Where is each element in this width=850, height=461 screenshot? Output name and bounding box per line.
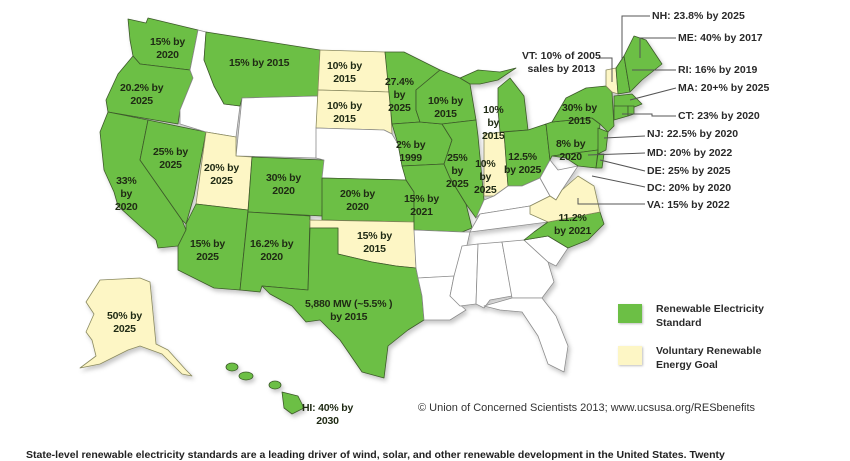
state-hi-kauai	[225, 362, 239, 372]
state-ct	[613, 105, 629, 121]
label-az: 15% by 2025	[190, 238, 225, 263]
callout-vt: VT: 10% of 2005 sales by 2013	[522, 50, 601, 75]
callout-me: ME: 40% by 2017	[678, 32, 763, 44]
label-ny: 30% by 2015	[562, 102, 597, 127]
callout-va: VA: 15% by 2022	[647, 199, 730, 211]
legend: Renewable Electricity Standard Voluntary…	[618, 302, 818, 386]
callout-nj: NJ: 22.5% by 2020	[647, 128, 739, 140]
state-ne	[315, 127, 407, 181]
callout-de: DE: 25% by 2025	[647, 165, 731, 177]
state-ma	[613, 93, 643, 109]
callout-ma: MA: 20+% by 2025	[678, 82, 770, 94]
legend-item-voluntary: Voluntary Renewable Energy Goal	[618, 344, 818, 372]
state-ny	[551, 85, 615, 133]
label-wi: 10% by 2015	[428, 95, 463, 120]
callout-nh: NH: 23.8% by 2025	[652, 10, 745, 22]
label-mn: 27.4% by 2025	[385, 76, 414, 114]
state-de	[595, 153, 605, 169]
yellow-swatch-icon	[618, 346, 642, 365]
label-sd: 10% by 2015	[327, 100, 362, 125]
state-mi-up	[459, 67, 517, 85]
caption-text: State-level renewable electricity standa…	[26, 449, 725, 461]
label-ks: 20% by 2020	[340, 188, 375, 213]
callout-md: MD: 20% by 2022	[647, 147, 733, 159]
state-me	[623, 35, 663, 93]
label-il: 25% by 2025	[446, 152, 469, 190]
legend-label: Voluntary Renewable Energy Goal	[656, 345, 762, 371]
label-nc: 11.2% by 2021	[554, 212, 592, 237]
label-in: 10% by 2025	[474, 158, 497, 196]
green-swatch-icon	[618, 304, 642, 323]
callout-dc: DC: 20% by 2020	[647, 182, 732, 194]
label-tx: 5,880 MW (~5.5% ) by 2015	[305, 298, 393, 323]
state-hi-maui	[268, 380, 282, 390]
label-nm: 16.2% by 2020	[250, 238, 294, 263]
state-ak	[79, 277, 193, 377]
state-hi-big-island	[281, 391, 305, 415]
callout-ct: CT: 23% by 2020	[678, 110, 760, 122]
label-hi: HI: 40% by 2030	[302, 402, 354, 427]
state-il	[441, 119, 485, 219]
label-or: 20.2% by 2025	[120, 82, 164, 107]
state-nc	[523, 211, 605, 249]
label-ok: 15% by 2015	[357, 230, 392, 255]
legend-item-standard: Renewable Electricity Standard	[618, 302, 818, 330]
label-mo: 15% by 2021	[404, 193, 439, 218]
label-ia: 2% by 1999	[396, 139, 426, 164]
label-ut: 20% by 2025	[204, 162, 239, 187]
callout-ri: RI: 16% by 2019	[678, 64, 758, 76]
label-oh: 12.5% by 2025	[504, 151, 542, 176]
label-nd: 10% by 2015	[327, 60, 362, 85]
state-tx	[261, 227, 425, 379]
state-wy	[235, 95, 319, 159]
state-fl	[483, 297, 569, 373]
credit-text: © Union of Concerned Scientists 2013; ww…	[418, 402, 756, 414]
label-wa: 15% by 2020	[150, 36, 185, 61]
label-ak: 50% by 2025	[107, 310, 142, 335]
legend-label: Renewable Electricity Standard	[656, 303, 764, 329]
state-md	[551, 149, 599, 169]
label-pa: 8% by 2020	[556, 138, 586, 163]
state-nj	[597, 127, 609, 155]
label-nv: 25% by 2025	[153, 146, 188, 171]
label-co: 30% by 2020	[266, 172, 301, 197]
label-ca: 33% by 2020	[115, 175, 138, 213]
state-or	[105, 55, 194, 125]
state-va	[529, 175, 601, 223]
state-hi-oahu	[238, 371, 254, 381]
label-mi: 10% by 2015	[482, 104, 505, 142]
label-mt: 15% by 2015	[229, 57, 290, 69]
